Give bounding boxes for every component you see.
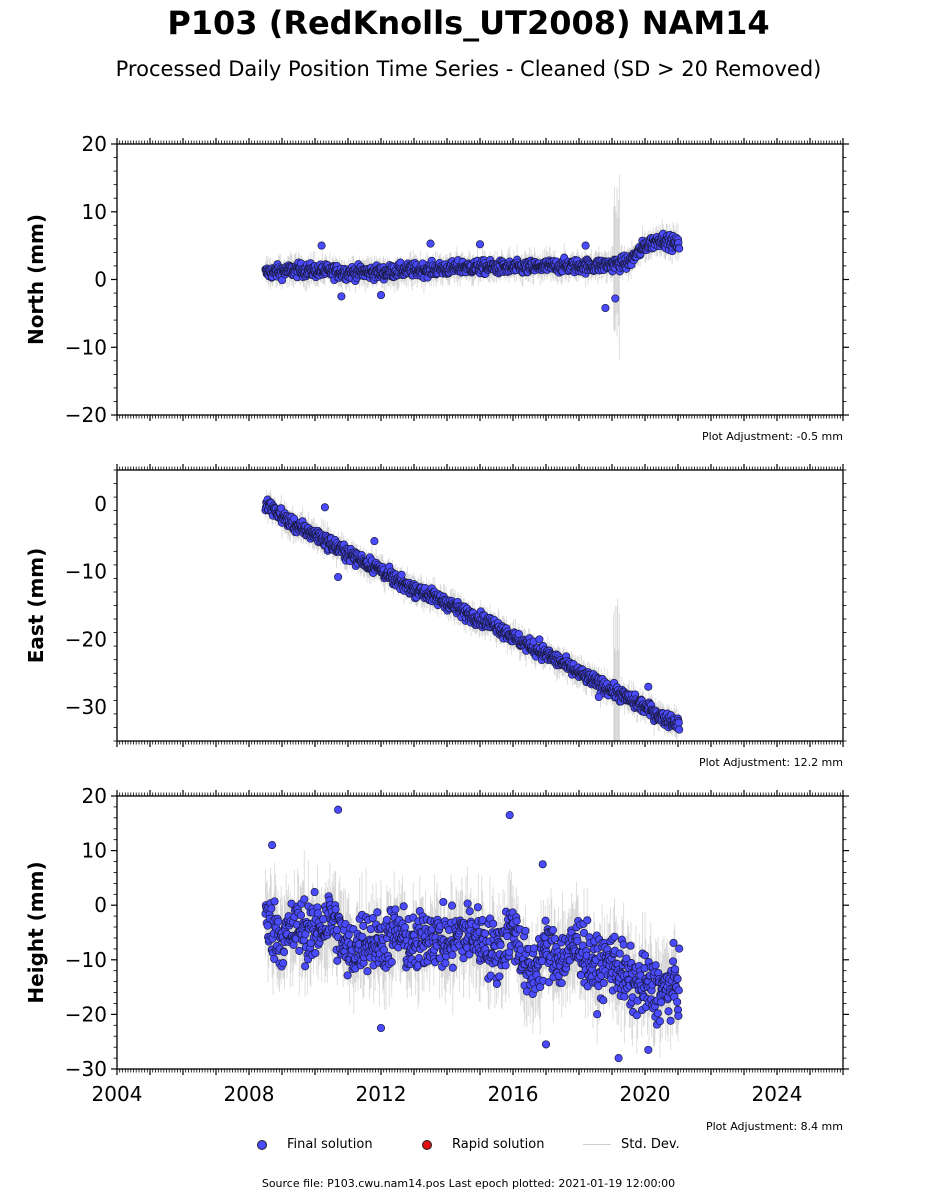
data-point <box>334 572 343 582</box>
data-point <box>674 718 683 727</box>
data-point <box>535 635 544 644</box>
data-point <box>332 926 341 935</box>
data-point <box>320 503 329 512</box>
data-point <box>368 913 377 923</box>
data-point <box>301 930 310 939</box>
data-point <box>279 959 288 968</box>
data-point <box>280 948 289 957</box>
chart-title: P103 (RedKnolls_UT2008) NAM14 <box>167 4 770 42</box>
x-ticks <box>116 138 844 421</box>
y-tick-label: −20 <box>65 627 107 651</box>
data-point <box>343 971 352 980</box>
data-point <box>581 241 590 250</box>
data-point <box>296 911 306 920</box>
data-point <box>337 292 346 301</box>
data-point <box>310 888 319 897</box>
chart-subtitle: Processed Daily Position Time Series - C… <box>115 57 822 81</box>
plot-adjustment-note: Plot Adjustment: 12.2 mm <box>699 756 843 769</box>
data-point <box>317 241 326 250</box>
y-axis-label: East (mm) <box>24 548 48 664</box>
panel-0: −20 −10 0 10 20 North (mm) Plot Adjustment: -0… <box>24 132 849 443</box>
data-point <box>601 303 610 313</box>
data-point <box>267 904 276 913</box>
y-tick-label: −10 <box>65 335 107 359</box>
data-point <box>295 946 304 955</box>
data-point <box>311 949 320 958</box>
y-axis-label: North (mm) <box>24 214 48 345</box>
data-point <box>300 895 309 904</box>
data-point <box>594 692 603 702</box>
data-point <box>376 291 386 300</box>
data-points <box>261 229 684 313</box>
data-points <box>261 495 684 734</box>
data-point <box>644 682 653 691</box>
y-tick-label: 20 <box>82 132 107 156</box>
data-point <box>426 239 435 248</box>
data-point <box>373 908 382 917</box>
data-point <box>611 294 620 303</box>
plot-frame <box>116 469 844 742</box>
data-point <box>313 909 322 918</box>
data-point <box>475 240 485 249</box>
data-point <box>270 954 279 963</box>
data-point <box>333 956 342 965</box>
data-point <box>675 244 684 253</box>
y-tick-label: 0 <box>94 492 107 516</box>
y-tick-label: 10 <box>82 200 107 224</box>
data-point <box>301 962 310 971</box>
data-point <box>363 967 372 976</box>
data-point <box>675 725 684 734</box>
x-ticks <box>116 464 844 747</box>
data-point <box>370 537 379 546</box>
data-point <box>331 905 340 914</box>
y-tick-label: −20 <box>65 403 107 427</box>
panel-1: −30 −20 −10 0 East (mm) Plot Adjustment: 12.2… <box>24 464 847 769</box>
plot-adjustment-note: Plot Adjustment: -0.5 mm <box>702 430 843 443</box>
data-point <box>270 897 279 906</box>
data-point <box>382 915 391 924</box>
y-tick-label: 0 <box>94 268 107 292</box>
data-point <box>274 917 283 926</box>
data-point <box>359 921 368 930</box>
y-tick-label: −30 <box>65 695 107 719</box>
y-tick-label: −10 <box>65 560 107 584</box>
data-points <box>261 805 684 1063</box>
data-point <box>397 570 406 579</box>
